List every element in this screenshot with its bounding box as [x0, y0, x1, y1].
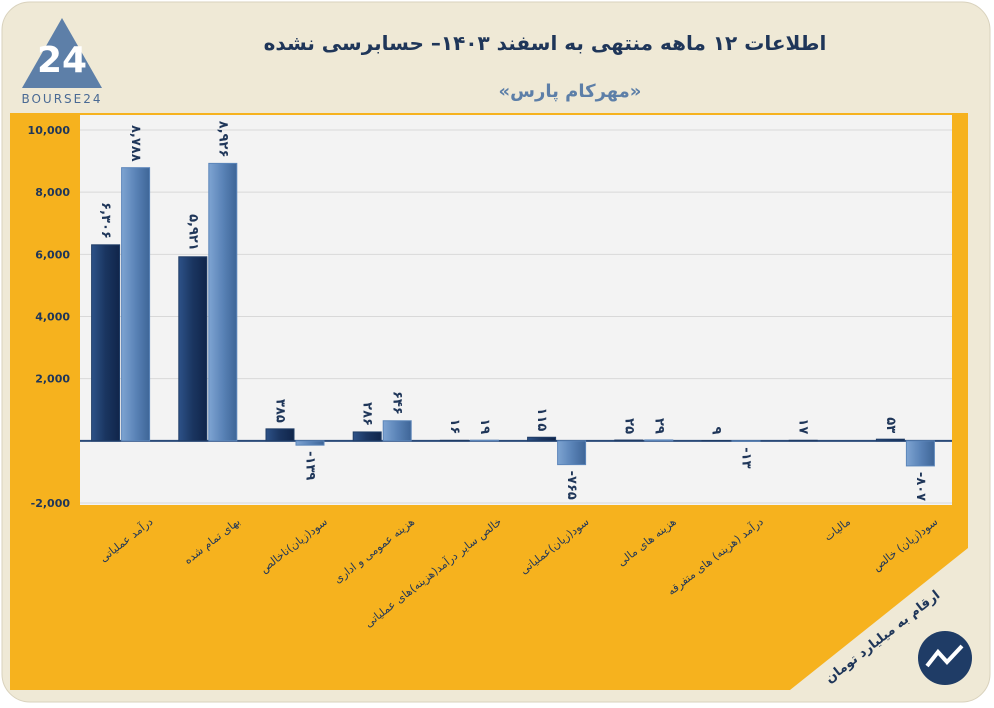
value-label: ۱۱۵	[534, 407, 549, 431]
value-label: ۱۷	[796, 418, 811, 434]
bar	[296, 441, 324, 445]
value-label: ۵۳	[883, 417, 898, 433]
y-tick-label: 10,000	[28, 124, 71, 137]
value-label: ۵,۹۲۱	[185, 214, 200, 251]
value-label: ۸,۷۸۸	[128, 125, 143, 162]
bar	[558, 441, 586, 465]
value-label: ۹	[709, 427, 724, 435]
chart-title: اطلاعات ۱۲ ماهه منتهی به اسفند ۱۴۰۳– حسا…	[264, 31, 827, 55]
icon	[918, 631, 972, 685]
bar	[528, 437, 556, 441]
value-label: -۱۳۹	[303, 451, 318, 480]
bar	[266, 429, 294, 441]
bar	[615, 440, 643, 441]
value-label: ۲۹	[651, 418, 666, 434]
y-tick-label: 4,000	[35, 311, 70, 324]
logo-text: BOURSE24	[21, 92, 102, 106]
logo-mark: 24	[37, 40, 87, 81]
value-label: ۲۵	[621, 418, 636, 434]
y-tick-label: 8,000	[35, 186, 70, 199]
y-tick-label: -2,000	[31, 497, 71, 510]
value-label: ۱۹	[477, 418, 492, 434]
bar	[122, 168, 150, 441]
value-label: -۱۳	[739, 447, 754, 468]
bar	[209, 163, 237, 440]
value-label: ۶,۳۰۶	[98, 202, 113, 239]
y-tick-label: 6,000	[35, 248, 70, 261]
bar	[470, 440, 498, 441]
value-label: ۲۸۶	[360, 402, 375, 426]
value-label: -۸۰۷	[913, 472, 928, 501]
bar	[383, 421, 411, 441]
bar	[353, 432, 381, 441]
bar	[179, 257, 207, 441]
bar	[92, 245, 120, 441]
value-label: ۱۶	[447, 418, 462, 434]
bar	[906, 441, 934, 466]
bar	[789, 440, 817, 441]
bar	[876, 439, 904, 441]
value-label: ۶۴۶	[390, 391, 405, 415]
value-label: ۳۸۵	[273, 399, 288, 423]
value-label: -۷۶۵	[564, 471, 579, 500]
chart-subtitle: «مهرکام پارس»	[499, 81, 642, 102]
y-tick-label: 2,000	[35, 373, 70, 386]
bar	[645, 440, 673, 441]
value-label: ۸,۹۲۶	[215, 121, 230, 158]
